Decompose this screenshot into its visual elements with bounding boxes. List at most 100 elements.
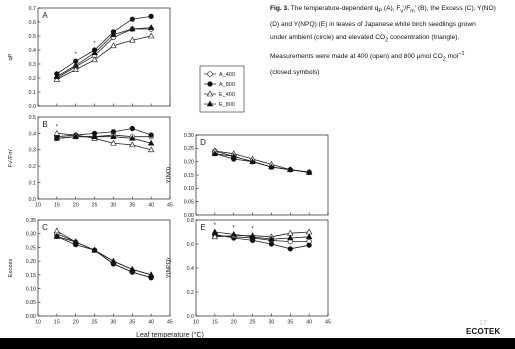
caption-line-3: under ambient (circle) and elevated CO2 …	[270, 31, 512, 47]
panel-e-xtick-label: 25	[250, 320, 256, 326]
panel-e-point-e_800	[249, 233, 256, 240]
legend-marker-a_800	[207, 81, 213, 87]
panel-a-point-e_400	[91, 56, 98, 63]
panel-b-series-e_800	[53, 133, 155, 146]
caption-text-3b: concentration (triangle).	[388, 34, 460, 42]
x-axis-label: Leaf temperature (°C)	[136, 331, 204, 339]
panel-a-line-a_800	[56, 16, 152, 75]
figure-caption: Fig. 3. The temperature-dependent qP (A)…	[270, 2, 512, 79]
legend-label-a_800: A_800	[219, 82, 235, 88]
panel-c-xtick-label: 10	[35, 320, 41, 326]
panel-d-point-e_800	[305, 168, 313, 175]
panel-a-point-e_800	[129, 25, 136, 32]
panel-b-point-e_800	[72, 133, 79, 139]
caption-sub-2b: 2	[442, 56, 446, 63]
panel-c-point-e_800	[110, 257, 117, 264]
panel-b-line-e_400	[56, 133, 152, 151]
panel-b-point-e_400	[129, 141, 136, 148]
panel-c-ytick-label: 0.00	[26, 314, 36, 320]
panel-a-point-e_400	[110, 42, 117, 49]
panel-a-point-e_800	[110, 31, 117, 37]
panel-a-line-e_400	[56, 35, 152, 80]
caption-text-4b: mol	[445, 52, 459, 60]
panel-d-ytick-label: 0.15	[184, 173, 194, 179]
panel-e-line-a_800	[214, 234, 310, 250]
panel-b-point-a_800	[148, 132, 154, 138]
panel-b-ytick-label: 0.4	[29, 131, 36, 137]
panel-b-xtick-label: 10	[35, 203, 41, 209]
panel-a-significance-star: *	[75, 52, 78, 58]
panel-c-line-e_800	[56, 236, 152, 276]
panel-b-point-e_400	[147, 146, 155, 153]
panel-e-line-e_400	[214, 231, 310, 238]
caption-text-1b: (A), F	[382, 5, 401, 12]
panel-e-line-e_800	[214, 231, 310, 240]
panel-e-point-e_800	[268, 235, 275, 242]
panel-a-series-e_400	[53, 32, 155, 82]
panel-a-ytick-label: 0.2	[29, 76, 36, 82]
panel-c-series-e_800	[53, 233, 155, 278]
panel-e-ytick-label: 0.2	[187, 290, 194, 296]
panel-d-ytick-label: 0.05	[184, 200, 194, 206]
panel-b-xtick-label: 25	[92, 203, 98, 209]
panel-b-significance-star: *	[56, 124, 59, 130]
caption-sub-v: v	[400, 8, 404, 15]
panel-d-point-e_800	[211, 150, 219, 156]
panel-a-point-e_800	[53, 73, 61, 79]
panel-e-point-e_400	[211, 233, 219, 240]
panel-e-xtick-label: 10	[193, 320, 199, 326]
panel-e-ylabel: Y(NPQ)	[166, 258, 172, 278]
panel-c-point-e_800	[91, 246, 98, 253]
panel-d-frame	[195, 134, 329, 216]
panel-a-point-e_800	[147, 24, 155, 30]
panel-d-letter: D	[200, 138, 206, 147]
brand-logo-text: ECOTEK	[466, 327, 501, 336]
panel-a-point-e_400	[129, 36, 136, 43]
panel-e-xtick-label: 45	[325, 320, 331, 326]
panel-d-point-e_800	[249, 158, 256, 164]
panel-a-letter: A	[42, 11, 48, 20]
panel-c-ytick-label: 0.30	[26, 232, 36, 238]
panel-b-ytick-label: 0.5	[29, 115, 36, 121]
panel-e-point-e_800	[230, 230, 237, 237]
panel-c-xtick-label: 25	[92, 320, 98, 326]
caption-text-4: Measurements were made at 400 (open) and…	[270, 52, 443, 60]
panel-b-xtick-label: 20	[73, 203, 79, 209]
panel-b-xtick-label: 15	[54, 203, 60, 209]
panel-a-point-e_400	[53, 75, 61, 82]
panel-e-point-a_800	[287, 246, 293, 252]
panel-b-point-e_800	[129, 134, 136, 141]
panel-c-ytick-label: 0.25	[26, 245, 36, 251]
legend-marker-a_400	[207, 71, 213, 77]
panel-a-ytick-label: 0.7	[29, 6, 36, 12]
panel-b-xtick-label: 35	[129, 203, 135, 209]
caption-sup: −1	[458, 50, 465, 57]
legend-label-e_400: E_400	[219, 92, 235, 98]
panel-b-ylabel: Fv'/Fm'	[8, 149, 14, 168]
panel-c-xtick-label: 45	[167, 320, 173, 326]
panel-a-ytick-label: 0.6	[29, 20, 36, 26]
panel-b-point-e_800	[91, 133, 98, 139]
panel-a-ytick-label: 0.1	[29, 90, 36, 96]
panel-e-ytick-label: 0.6	[187, 242, 194, 248]
caption-label: Fig. 3.	[270, 5, 290, 12]
panel-a-point-e_400	[72, 66, 79, 72]
panel-e-significance-star: *	[233, 225, 236, 231]
panel-e-point-a_800	[268, 241, 275, 247]
caption-line-1: Fig. 3. The temperature-dependent qP (A)…	[270, 2, 512, 18]
panel-c-ytick-label: 0.05	[26, 300, 36, 306]
panel-c-point-e_800	[53, 233, 61, 239]
panel-c-line-a_800	[56, 236, 152, 278]
panel-b-xtick-label: 40	[148, 203, 154, 209]
panel-b-point-e_800	[147, 139, 155, 146]
panel-c-letter: C	[42, 223, 48, 232]
panel-a-point-e_800	[91, 49, 98, 56]
panel-a-frame	[37, 7, 171, 107]
panel-c-point-e_800	[72, 238, 79, 245]
panel-c-ytick-label: 0.10	[26, 286, 36, 292]
panel-e-significance-star: *	[214, 223, 217, 229]
panel-a-point-e_400	[147, 32, 155, 39]
panel-b-ytick-label: 0.3	[29, 148, 36, 154]
panel-a-point-e_800	[72, 61, 79, 68]
